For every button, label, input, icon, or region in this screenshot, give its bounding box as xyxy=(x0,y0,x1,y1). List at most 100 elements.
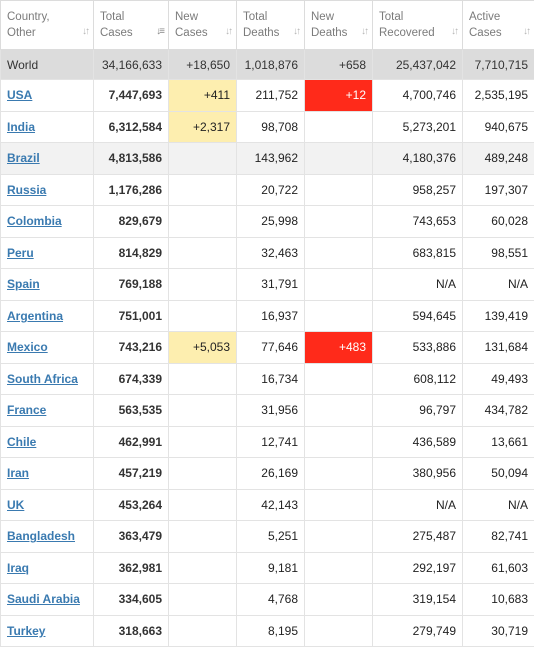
col-header-active-cases[interactable]: Active Cases ↓↑ xyxy=(462,0,534,50)
total-recovered-cell: 25,437,042 xyxy=(372,49,463,80)
new-deaths-cell xyxy=(304,110,373,143)
total-cases-cell: 457,219 xyxy=(93,457,169,490)
new-deaths-cell: +12 xyxy=(304,79,373,112)
country-link[interactable]: Mexico xyxy=(7,340,48,355)
total-recovered-cell: 608,112 xyxy=(372,362,463,395)
total-recovered-cell: 743,653 xyxy=(372,205,463,238)
new-deaths-cell xyxy=(304,173,373,206)
total-cases-cell: 363,479 xyxy=(93,520,169,553)
table-body: World 34,166,633 +18,650 1,018,876 +658 … xyxy=(0,49,534,647)
new-cases-cell xyxy=(168,583,237,616)
country-link[interactable]: France xyxy=(7,403,47,418)
total-deaths-cell: 31,791 xyxy=(236,268,305,301)
col-header-new-cases[interactable]: New Cases ↓↑ xyxy=(168,0,237,50)
world-total-row: World 34,166,633 +18,650 1,018,876 +658 … xyxy=(0,49,534,80)
country-link[interactable]: USA xyxy=(7,88,33,103)
total-recovered-cell: 958,257 xyxy=(372,173,463,206)
header-label-line2: Deaths xyxy=(243,27,280,39)
total-cases-cell: 34,166,633 xyxy=(93,49,169,80)
total-recovered-cell: 279,749 xyxy=(372,614,463,647)
active-cases-cell: 131,684 xyxy=(462,331,534,364)
active-cases-cell: 82,741 xyxy=(462,520,534,553)
new-deaths-cell: +483 xyxy=(304,331,373,364)
header-label-line1: Country, xyxy=(7,11,50,23)
active-cases-cell: 30,719 xyxy=(462,614,534,647)
total-recovered-cell: 4,180,376 xyxy=(372,142,463,175)
total-deaths-cell: 31,956 xyxy=(236,394,305,427)
total-deaths-cell: 5,251 xyxy=(236,520,305,553)
table-row: Colombia 829,679 25,998 743,653 60,028 xyxy=(0,205,534,238)
country-link[interactable]: UK xyxy=(7,497,25,512)
total-cases-cell: 814,829 xyxy=(93,236,169,269)
active-cases-cell: 98,551 xyxy=(462,236,534,269)
new-cases-cell xyxy=(168,394,237,427)
country-link[interactable]: Bangladesh xyxy=(7,529,76,544)
col-header-total-deaths[interactable]: Total Deaths ↓↑ xyxy=(236,0,305,50)
total-deaths-cell: 12,741 xyxy=(236,425,305,458)
total-cases-cell: 1,176,286 xyxy=(93,173,169,206)
sort-arrows-icon[interactable]: ↓↑ xyxy=(293,26,301,37)
country-link[interactable]: South Africa xyxy=(7,371,78,386)
col-header-new-deaths[interactable]: New Deaths ↓↑ xyxy=(304,0,373,50)
country-link[interactable]: Argentina xyxy=(7,308,64,323)
header-label-line2: Cases xyxy=(175,27,208,39)
country-link[interactable]: Iran xyxy=(7,466,30,481)
total-recovered-cell: 292,197 xyxy=(372,551,463,584)
new-cases-cell xyxy=(168,425,237,458)
new-deaths-cell xyxy=(304,299,373,332)
country-link[interactable]: India xyxy=(7,119,36,134)
sort-arrows-icon[interactable]: ↓↑ xyxy=(82,26,90,37)
total-deaths-cell: 32,463 xyxy=(236,236,305,269)
col-header-total-recovered[interactable]: Total Recovered ↓↑ xyxy=(372,0,463,50)
new-deaths-cell xyxy=(304,205,373,238)
new-cases-cell xyxy=(168,551,237,584)
country-cell: Saudi Arabia xyxy=(0,583,94,616)
total-deaths-cell: 8,195 xyxy=(236,614,305,647)
new-cases-cell xyxy=(168,520,237,553)
total-cases-cell: 7,447,693 xyxy=(93,79,169,112)
header-label-line1: Total xyxy=(243,11,268,23)
country-link[interactable]: Chile xyxy=(7,434,37,449)
new-cases-cell: +2,317 xyxy=(168,110,237,143)
country-link[interactable]: Russia xyxy=(7,182,47,197)
new-deaths-cell xyxy=(304,614,373,647)
total-cases-cell: 453,264 xyxy=(93,488,169,521)
total-deaths-cell: 9,181 xyxy=(236,551,305,584)
country-link[interactable]: Spain xyxy=(7,277,40,292)
country-link[interactable]: Turkey xyxy=(7,623,46,638)
total-deaths-cell: 211,752 xyxy=(236,79,305,112)
total-cases-cell: 318,663 xyxy=(93,614,169,647)
sort-arrows-icon[interactable]: ↓↑ xyxy=(523,26,531,37)
country-cell: Colombia xyxy=(0,205,94,238)
total-deaths-cell: 25,998 xyxy=(236,205,305,238)
sort-arrows-icon[interactable]: ↓↑ xyxy=(451,26,459,37)
world-label: World xyxy=(0,49,94,80)
total-cases-cell: 462,991 xyxy=(93,425,169,458)
country-link[interactable]: Peru xyxy=(7,245,34,260)
active-cases-cell: 50,094 xyxy=(462,457,534,490)
active-cases-cell: 2,535,195 xyxy=(462,79,534,112)
country-cell: Brazil xyxy=(0,142,94,175)
country-link[interactable]: Colombia xyxy=(7,214,62,229)
active-cases-cell: 940,675 xyxy=(462,110,534,143)
header-label-line2: Deaths xyxy=(311,27,348,39)
table-row: UK 453,264 42,143 N/A N/A xyxy=(0,488,534,521)
table-row: Spain 769,188 31,791 N/A N/A xyxy=(0,268,534,301)
sort-arrows-icon[interactable]: ↓↑ xyxy=(361,26,369,37)
col-header-total-cases[interactable]: Total Cases ↓≡ xyxy=(93,0,169,50)
total-deaths-cell: 4,768 xyxy=(236,583,305,616)
total-cases-cell: 362,981 xyxy=(93,551,169,584)
active-cases-cell: 489,248 xyxy=(462,142,534,175)
total-cases-cell: 563,535 xyxy=(93,394,169,427)
table-row: Mexico 743,216 +5,053 77,646 +483 533,886 131,… xyxy=(0,331,534,364)
col-header-country[interactable]: Country, Other ↓↑ xyxy=(0,0,94,50)
active-cases-cell: 139,419 xyxy=(462,299,534,332)
sort-descending-icon[interactable]: ↓≡ xyxy=(156,26,165,37)
country-link[interactable]: Brazil xyxy=(7,151,40,166)
sort-arrows-icon[interactable]: ↓↑ xyxy=(225,26,233,37)
country-link[interactable]: Saudi Arabia xyxy=(7,592,80,607)
table-row: Peru 814,829 32,463 683,815 98,551 xyxy=(0,236,534,269)
table-row: India 6,312,584 +2,317 98,708 5,273,201 940,6… xyxy=(0,110,534,143)
active-cases-cell: 13,661 xyxy=(462,425,534,458)
country-link[interactable]: Iraq xyxy=(7,560,30,575)
